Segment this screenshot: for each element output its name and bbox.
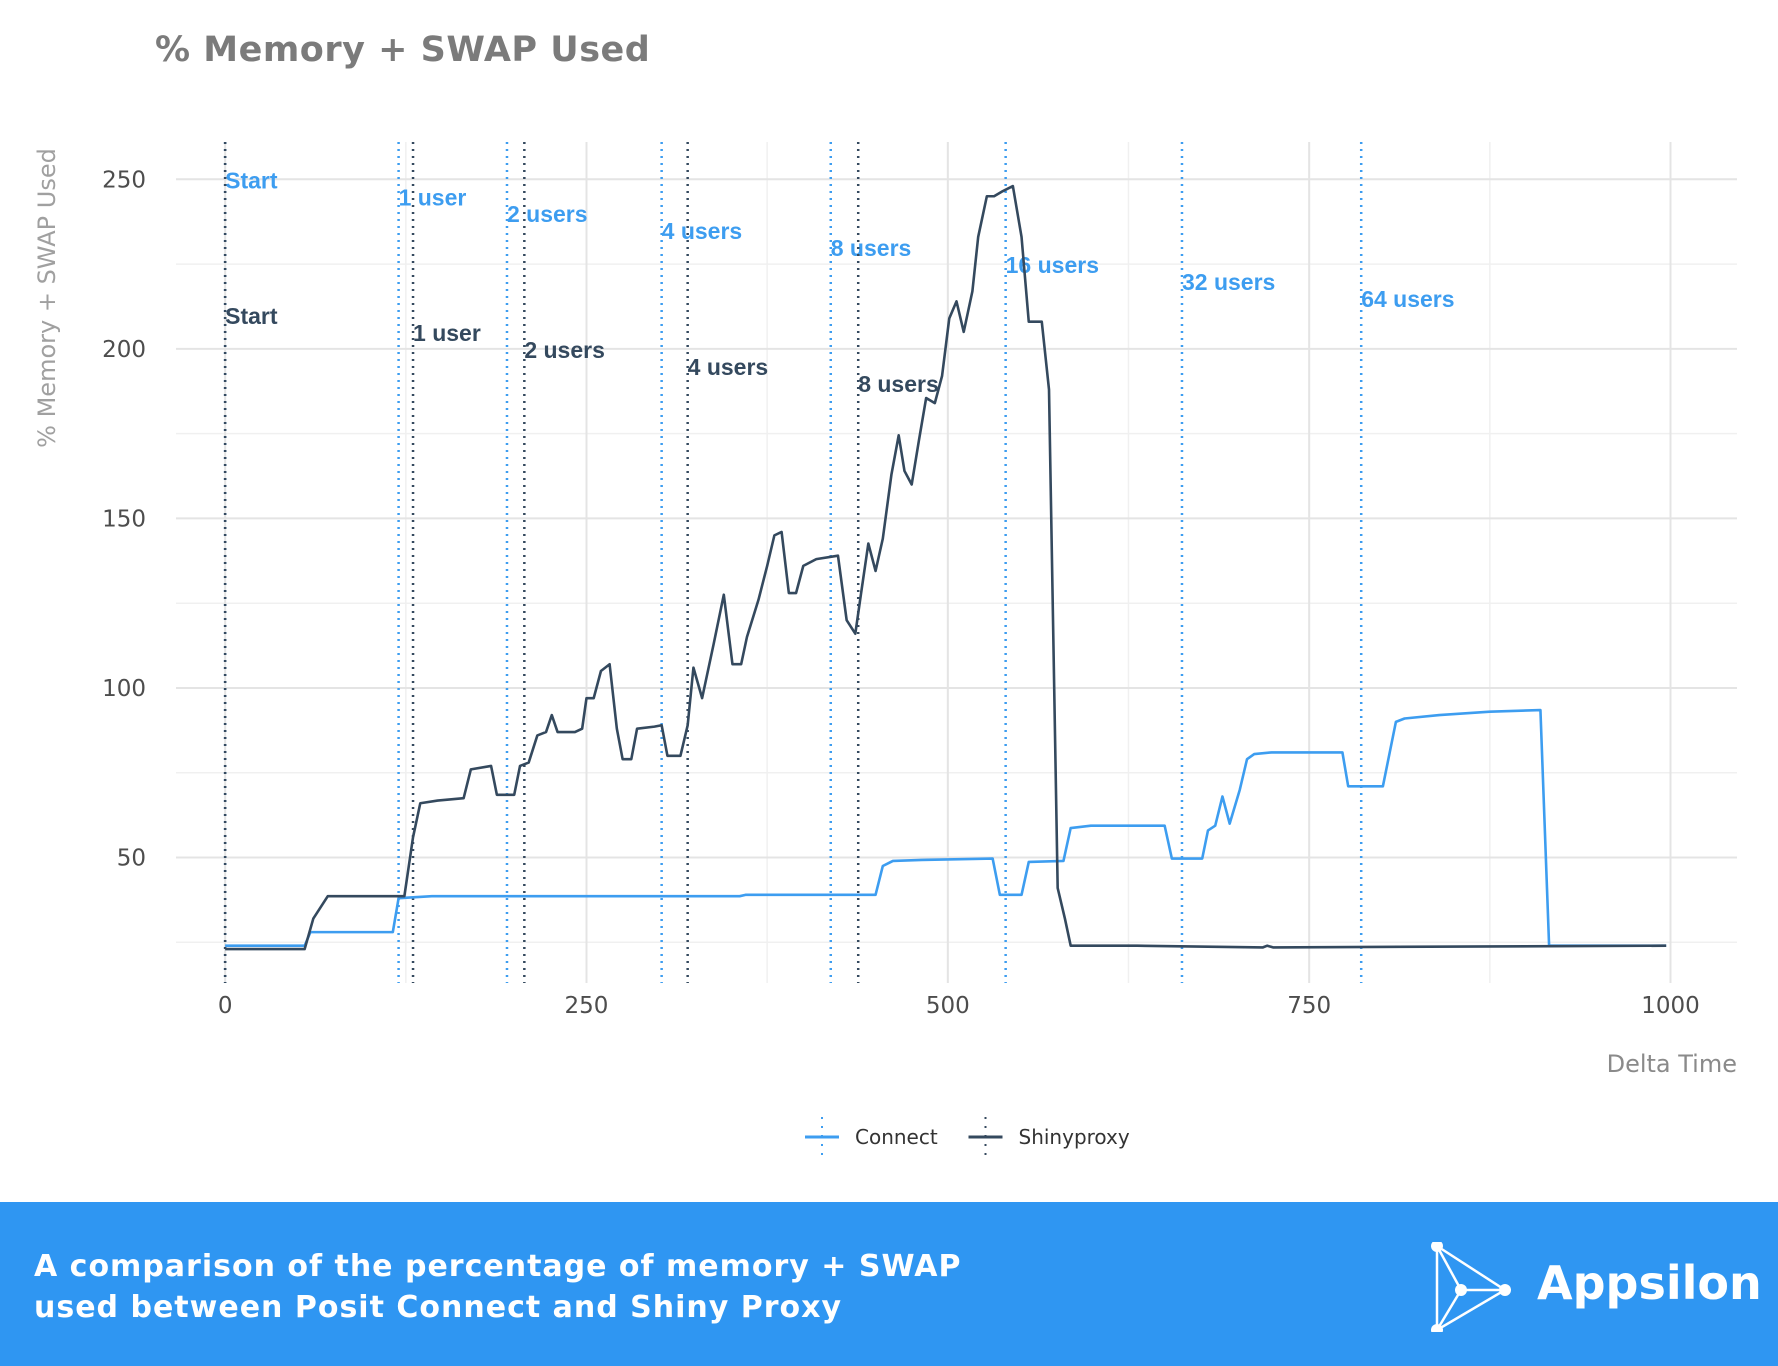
event-label: 32 users	[1182, 269, 1275, 295]
caption-line-2: used between Posit Connect and Shiny Pro…	[34, 1290, 843, 1325]
x-tick-label: 750	[1287, 993, 1331, 1019]
brand-name: Appsilon	[1537, 1256, 1762, 1310]
event-label: 8 users	[858, 371, 939, 397]
x-tick-label: 0	[218, 993, 233, 1019]
caption-line-1: A comparison of the percentage of memory…	[34, 1249, 962, 1284]
event-label: 2 users	[507, 201, 588, 227]
series-line-shinyproxy	[225, 184, 1667, 951]
event-label: Start	[225, 167, 278, 193]
appsilon-logo-icon	[1431, 1242, 1511, 1332]
x-tick-label: 250	[565, 993, 609, 1019]
legend-label: Shinyproxy	[1019, 1125, 1130, 1149]
x-tick-label: 1000	[1641, 993, 1700, 1019]
legend-label: Connect	[855, 1125, 938, 1149]
event-label: 64 users	[1361, 286, 1454, 312]
series-line-connect	[225, 708, 1667, 947]
banner-caption: A comparison of the percentage of memory…	[34, 1246, 961, 1328]
event-label: 8 users	[831, 235, 912, 261]
y-tick-label: 50	[117, 846, 146, 872]
chart-title: % Memory + SWAP Used	[155, 30, 651, 70]
x-tick-label: 500	[926, 993, 970, 1019]
line-chart: 0 250 500 750 1000 50 100 150 200 250 Delta Time % …	[33, 142, 1737, 1157]
y-axis-title: % Memory + SWAP Used	[33, 148, 61, 448]
event-label: Start	[225, 303, 278, 329]
y-tick-label: 100	[102, 676, 146, 702]
footer-banner: A comparison of the percentage of memory…	[0, 1202, 1778, 1366]
event-label: 1 user	[413, 320, 481, 346]
event-label: 4 users	[662, 218, 743, 244]
event-label: 16 users	[1006, 252, 1099, 278]
event-label: 1 user	[399, 184, 467, 210]
event-label: 4 users	[688, 354, 769, 380]
x-axis-title: Delta Time	[1607, 1050, 1737, 1078]
y-tick-label: 200	[102, 337, 146, 363]
event-label: 2 users	[524, 337, 605, 363]
y-tick-label: 250	[102, 167, 146, 193]
y-tick-label: 150	[102, 506, 146, 532]
